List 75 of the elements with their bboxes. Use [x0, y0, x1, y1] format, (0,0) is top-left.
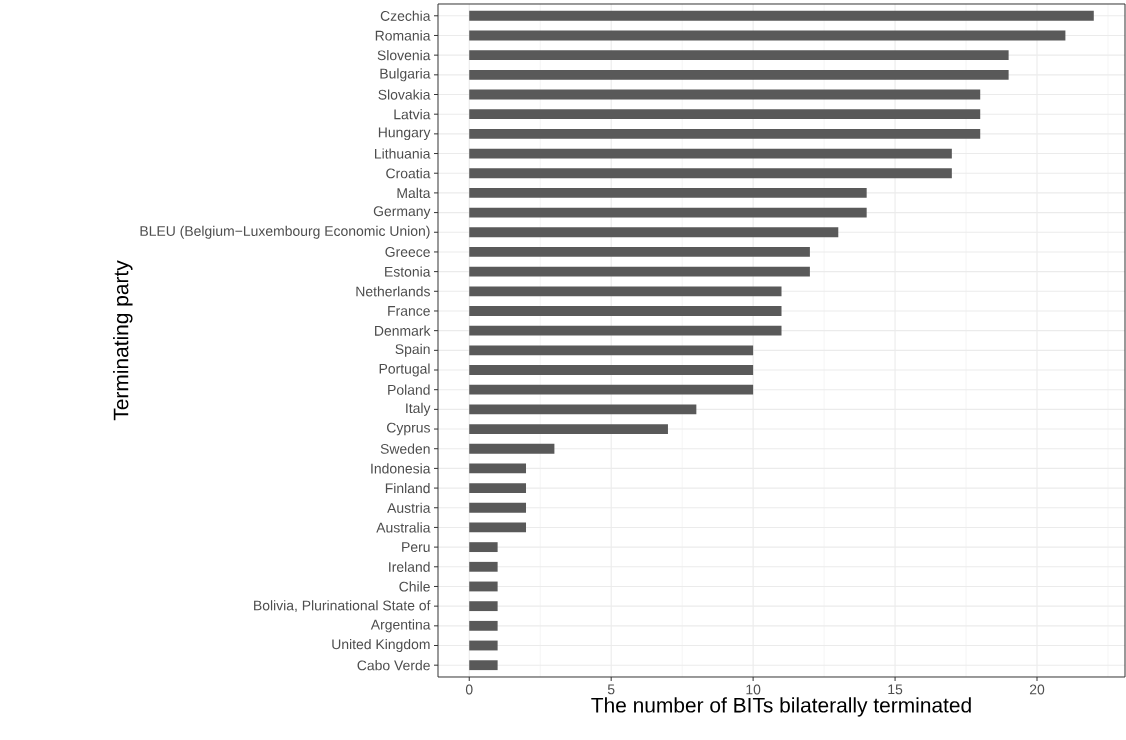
y-tick-label: Latvia	[394, 109, 431, 120]
bar	[469, 89, 981, 100]
bar	[469, 286, 782, 297]
bar	[469, 502, 527, 513]
bar	[469, 384, 754, 395]
bar	[469, 601, 498, 612]
bar	[469, 187, 867, 198]
bar	[469, 581, 498, 592]
y-tick-label: Croatia	[386, 168, 431, 179]
y-tick-label: Italy	[406, 402, 431, 416]
bar	[469, 109, 981, 120]
x-tick-label: 5	[607, 684, 615, 695]
bar	[469, 148, 952, 159]
y-tick-label: Estonia	[385, 266, 431, 277]
y-tick-label: Bolivia, Plurinational State of	[254, 600, 431, 613]
bar	[469, 640, 498, 651]
y-tick-label: Netherlands	[356, 286, 430, 297]
x-tick-label: 15	[888, 684, 903, 695]
y-tick-label: Australia	[376, 522, 431, 533]
x-tick-label: 10	[746, 684, 761, 695]
y-tick-label: Ireland	[389, 561, 430, 572]
y-tick-label: Czechia	[380, 10, 431, 21]
y-tick-label: Bulgaria	[380, 68, 431, 82]
y-tick-label: Malta	[397, 187, 431, 199]
bar	[469, 463, 527, 474]
x-axis-title: The number of BITs bilaterally terminated	[591, 697, 971, 717]
y-tick-label: Sweden	[380, 443, 430, 454]
bar	[469, 69, 1009, 80]
y-tick-label: Indonesia	[371, 463, 431, 474]
bar	[469, 247, 810, 257]
bar	[469, 365, 754, 375]
y-tick-label: Germany	[373, 206, 431, 219]
y-tick-label: Peru	[402, 542, 430, 552]
bar	[469, 542, 498, 553]
y-tick-label: Cabo Verde	[357, 660, 430, 671]
y-axis-title: Terminating party	[113, 260, 133, 421]
bar	[469, 325, 782, 336]
bar	[469, 620, 498, 631]
y-tick-label: France	[388, 306, 430, 316]
y-tick-label: Slovakia	[378, 89, 431, 100]
y-tick-label: Portugal	[379, 363, 430, 377]
y-tick-label: Austria	[387, 502, 431, 513]
bar	[469, 10, 1094, 21]
y-tick-label: Lithuania	[375, 148, 431, 159]
bar	[469, 266, 810, 277]
bar	[469, 404, 697, 415]
y-tick-label: Chile	[399, 581, 430, 592]
y-tick-label: United Kingdom	[332, 639, 430, 652]
y-tick-label: BLEU (Belgium−Luxembourg Economic Union)	[140, 225, 430, 239]
x-tick-label: 0	[465, 684, 473, 695]
y-tick-label: Cyprus	[387, 422, 430, 436]
bar	[469, 50, 1009, 61]
y-tick-label: Hungary	[378, 127, 431, 141]
bar	[469, 522, 527, 533]
bar	[469, 561, 498, 572]
bar	[469, 227, 839, 238]
y-tick-label: Poland	[388, 384, 430, 395]
bar	[469, 168, 952, 179]
y-tick-label: Spain	[395, 343, 430, 357]
bar	[469, 128, 981, 139]
bar	[469, 483, 527, 493]
y-tick-label: Finland	[385, 482, 430, 494]
y-tick-label: Argentina	[370, 619, 431, 633]
bar	[469, 660, 498, 671]
y-tick-label: Greece	[385, 246, 430, 257]
bar	[469, 443, 555, 454]
bar	[469, 345, 754, 356]
y-tick-label: Romania	[375, 30, 431, 41]
bar	[469, 306, 782, 316]
bar	[469, 207, 867, 218]
bar	[469, 30, 1066, 41]
y-tick-label: Denmark	[375, 325, 431, 336]
x-tick-label: 20	[1029, 684, 1045, 695]
y-tick-label: Slovenia	[377, 50, 431, 61]
bar	[469, 424, 668, 434]
